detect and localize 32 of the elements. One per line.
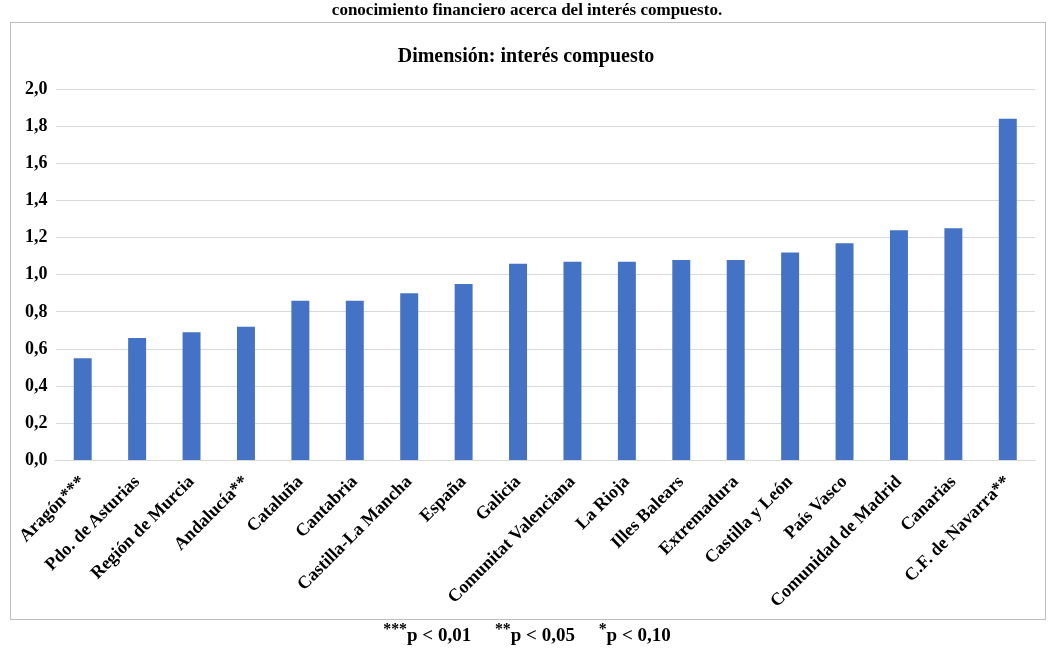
bar xyxy=(835,243,854,461)
bar xyxy=(182,332,201,461)
text: $^{***}$p < 0,01 $^{**}$p < 0,05 $^{*}$p < 0,10 xyxy=(383,620,671,646)
bar xyxy=(400,293,419,461)
y-tick-label: 0,6 xyxy=(25,337,48,358)
bar xyxy=(998,118,1017,461)
chart-subtitle: Dimensión: interés compuesto xyxy=(397,44,655,68)
y-tick-label: 0,2 xyxy=(25,412,48,433)
bar xyxy=(617,261,636,461)
bar xyxy=(454,284,473,461)
bar xyxy=(73,358,92,461)
y-tick-label: 0,8 xyxy=(25,300,48,321)
bar xyxy=(345,300,364,461)
chart-title: conocimiento financiero acerca del interés compuesto. xyxy=(330,0,724,20)
y-tick-label: 1,4 xyxy=(25,189,48,210)
bar xyxy=(726,259,745,461)
bar xyxy=(781,252,800,461)
y-tick-label: 2,0 xyxy=(25,77,48,98)
y-tick-label: 1,6 xyxy=(25,151,48,172)
y-tick-label: 1,2 xyxy=(25,226,48,247)
bar xyxy=(236,326,255,461)
bar xyxy=(291,300,310,461)
y-tick-label: 1,8 xyxy=(25,114,48,135)
bar xyxy=(944,228,963,461)
bar xyxy=(889,230,908,461)
y-tick-label: 0,0 xyxy=(25,449,48,470)
bar xyxy=(563,261,582,461)
y-tick-label: 1,0 xyxy=(25,263,48,284)
y-tick-label: 0,4 xyxy=(25,374,48,395)
bar xyxy=(672,259,691,461)
bar xyxy=(128,337,147,461)
bar xyxy=(509,263,528,461)
